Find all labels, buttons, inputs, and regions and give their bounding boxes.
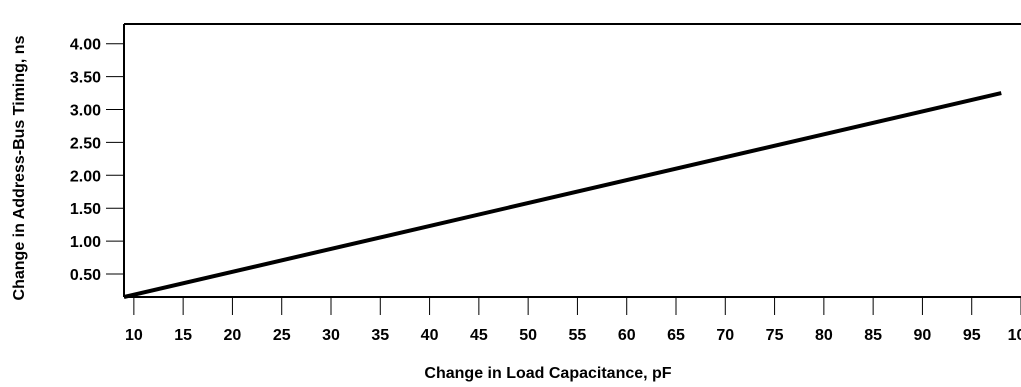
y-tick-label: 0.50 bbox=[70, 267, 101, 284]
y-tick-label: 4.00 bbox=[70, 37, 101, 54]
x-tick-label: 90 bbox=[914, 327, 932, 344]
y-tick-label: 1.50 bbox=[70, 201, 101, 218]
x-tick-label: 65 bbox=[667, 327, 685, 344]
series-layer bbox=[123, 91, 1002, 299]
x-tick-label: 40 bbox=[421, 327, 439, 344]
x-tick-label: 20 bbox=[224, 327, 242, 344]
x-tick-label: 85 bbox=[864, 327, 882, 344]
series-line bbox=[123, 91, 1002, 299]
x-tick-label: 30 bbox=[322, 327, 340, 344]
y-tick-label: 3.50 bbox=[70, 70, 101, 87]
x-tick-label: 35 bbox=[371, 327, 389, 344]
x-tick-label: 100 bbox=[1008, 327, 1021, 344]
y-tick-label: 1.00 bbox=[70, 234, 101, 251]
x-tick-label: 45 bbox=[470, 327, 488, 344]
x-tick-label: 15 bbox=[174, 327, 192, 344]
x-tick-label: 60 bbox=[618, 327, 636, 344]
x-tick-label: 75 bbox=[766, 327, 784, 344]
x-axis-ticks: 10 15 20 25 30 35 40 45 50 55 60 65 70 75 80 85 90 95 100 bbox=[125, 297, 1021, 344]
plot-frame bbox=[123, 23, 1021, 298]
x-tick-label: 55 bbox=[569, 327, 587, 344]
y-axis-ticks: 0.50 1.00 1.50 2.00 2.50 3.00 3.50 4.00 bbox=[70, 37, 124, 284]
y-axis-title: Change in Address-Bus Timing, ns bbox=[11, 35, 28, 300]
y-tick-label: 2.00 bbox=[70, 168, 101, 185]
y-tick-label: 2.50 bbox=[70, 135, 101, 152]
x-tick-label: 70 bbox=[716, 327, 734, 344]
y-tick-label: 3.00 bbox=[70, 103, 101, 120]
x-tick-label: 95 bbox=[963, 327, 981, 344]
x-axis-title: Change in Load Capacitance, pF bbox=[424, 365, 671, 382]
x-tick-label: 80 bbox=[815, 327, 833, 344]
x-tick-label: 10 bbox=[125, 327, 143, 344]
x-tick-label: 25 bbox=[273, 327, 291, 344]
x-tick-label: 50 bbox=[519, 327, 537, 344]
